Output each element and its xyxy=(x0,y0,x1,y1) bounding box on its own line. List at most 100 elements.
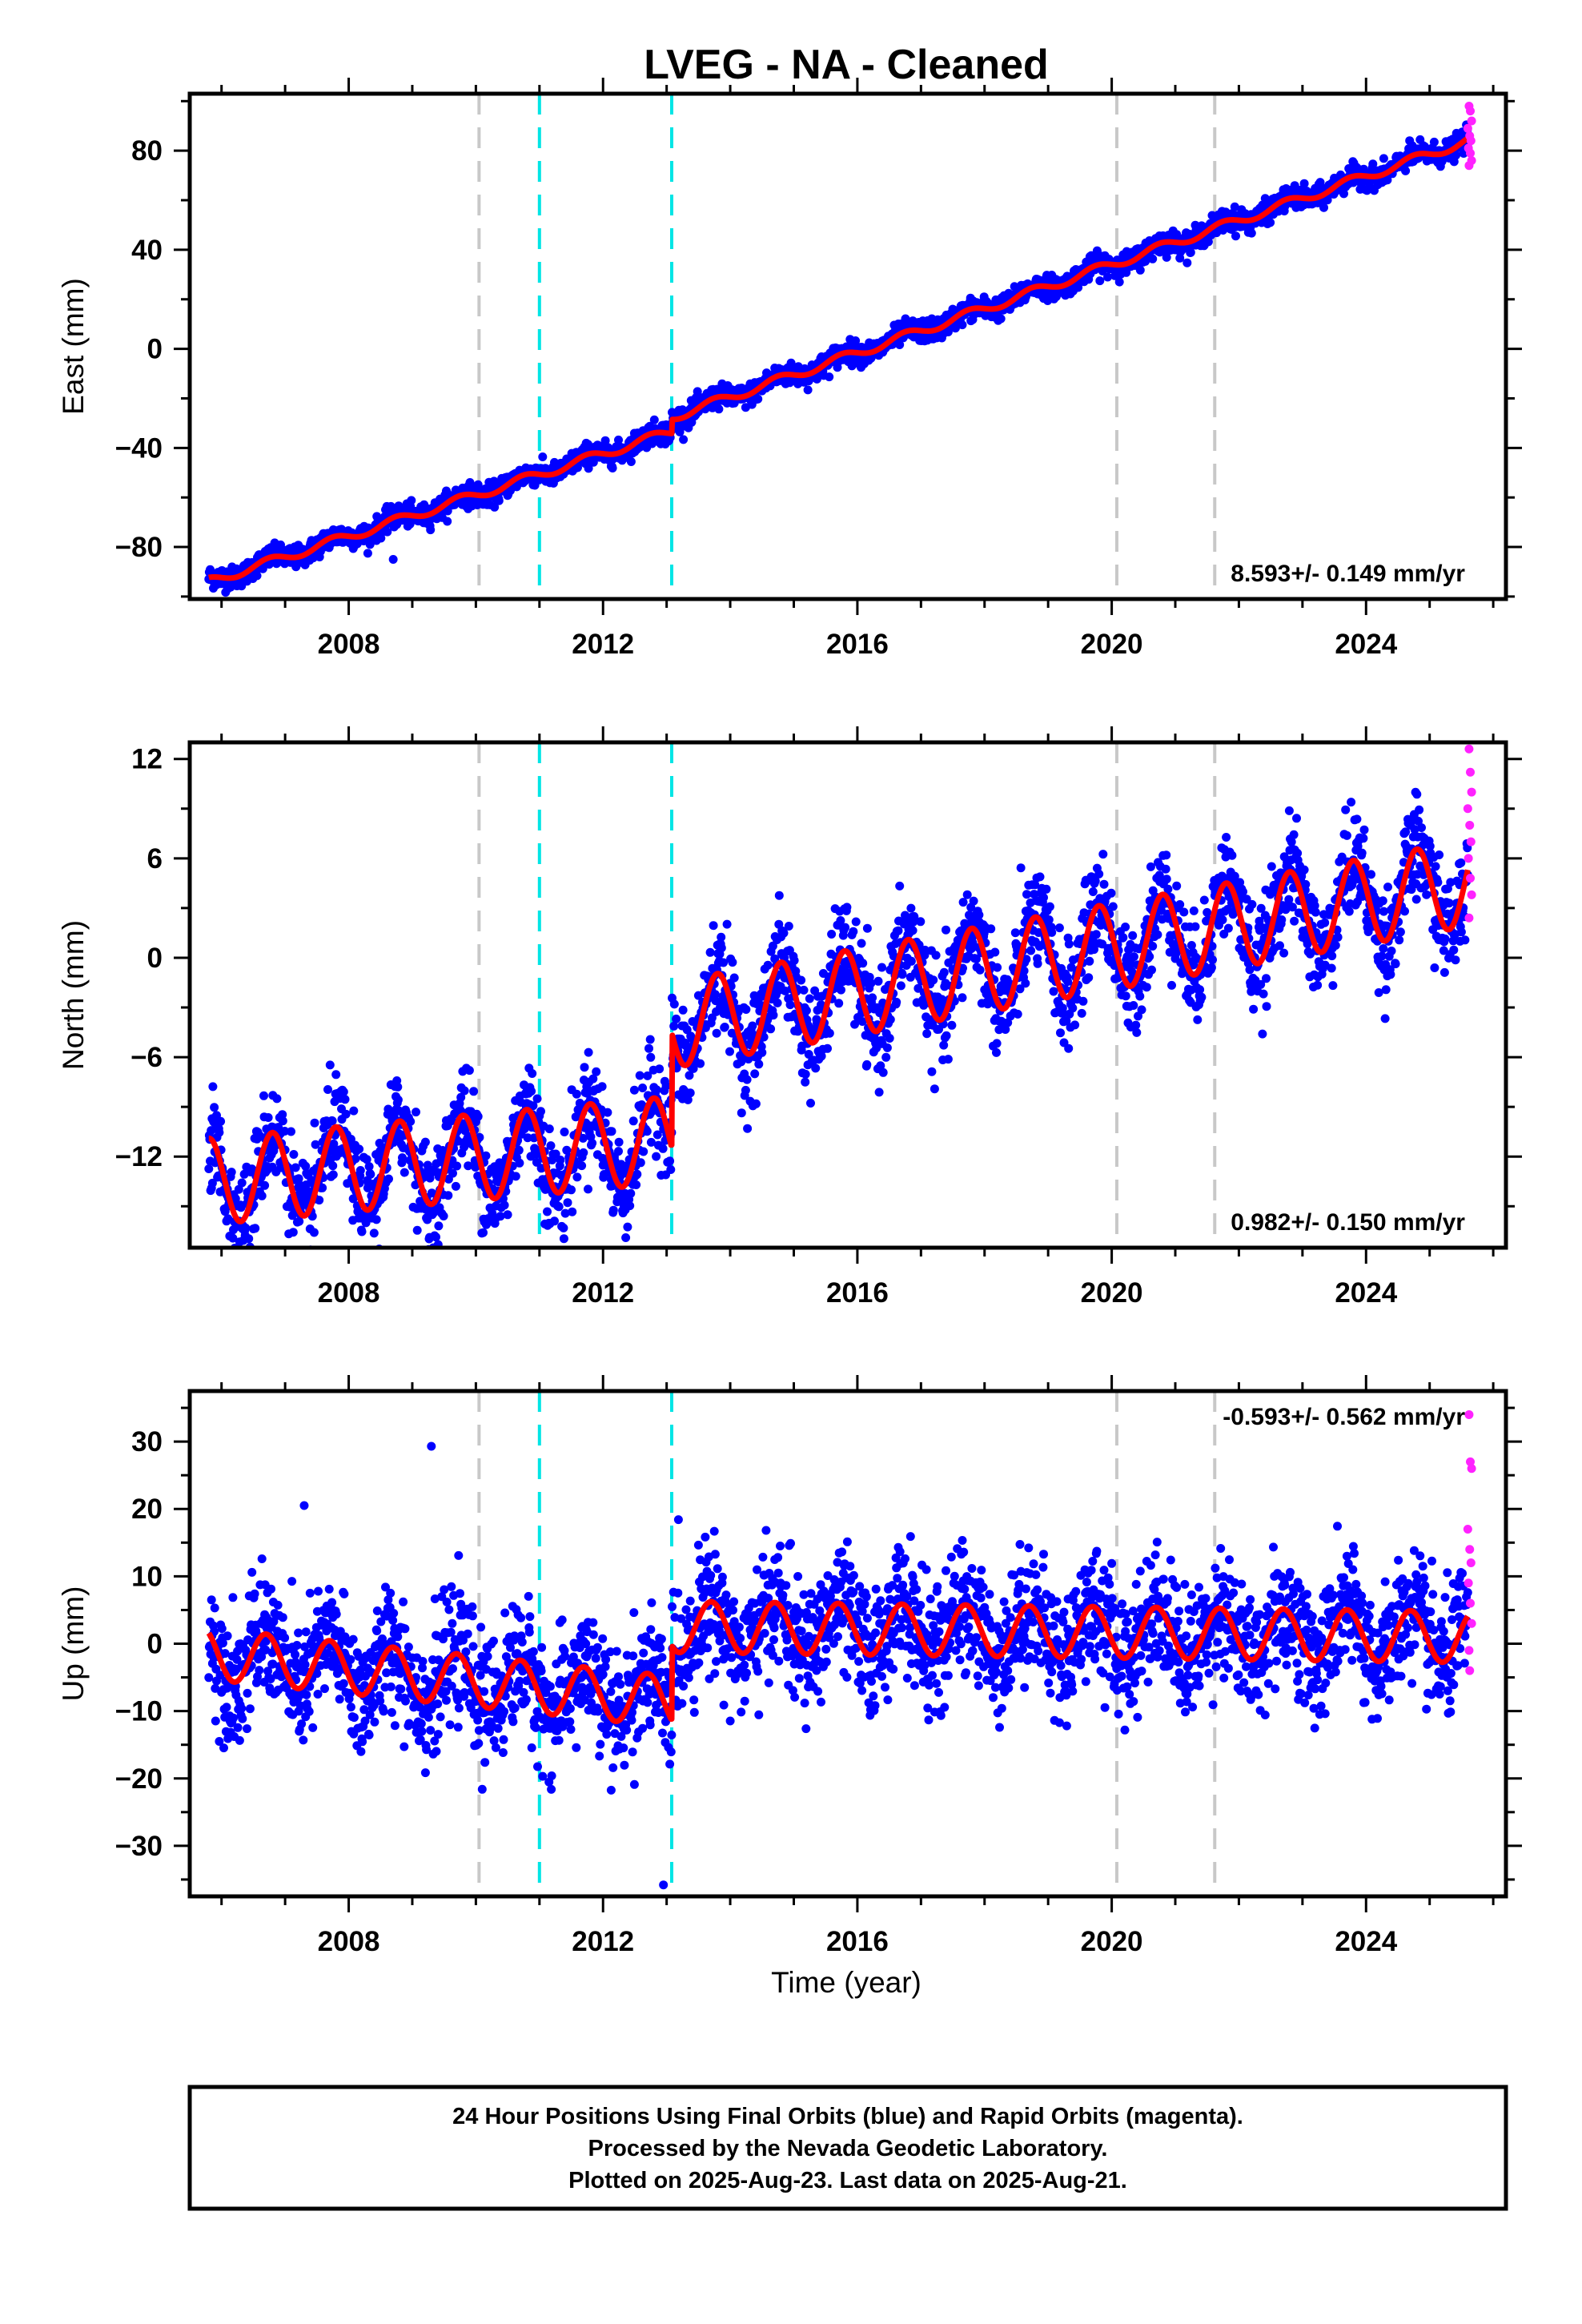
final-point xyxy=(1098,850,1108,859)
final-point xyxy=(685,1088,695,1098)
final-point xyxy=(947,1020,957,1030)
final-point xyxy=(544,1124,554,1134)
final-point xyxy=(986,924,996,934)
final-point xyxy=(287,1127,295,1136)
final-point xyxy=(1118,933,1128,943)
final-point xyxy=(234,1291,243,1300)
final-point xyxy=(500,1200,509,1210)
final-point xyxy=(515,1158,524,1168)
final-point xyxy=(1146,862,1155,871)
final-point xyxy=(939,1040,949,1050)
final-point xyxy=(626,457,636,466)
final-point xyxy=(603,1108,612,1117)
final-point xyxy=(1137,1005,1146,1015)
final-point xyxy=(652,1152,661,1161)
final-point xyxy=(434,1221,444,1231)
final-point xyxy=(908,926,917,935)
final-point xyxy=(626,1188,636,1198)
final-point xyxy=(608,1205,618,1215)
final-point xyxy=(834,999,844,1008)
final-point xyxy=(1379,154,1388,163)
final-point xyxy=(384,1174,393,1184)
final-point xyxy=(693,387,702,396)
east-rate-label: 8.593+/- 0.149 mm/yr xyxy=(1231,561,1465,587)
final-point xyxy=(1401,166,1411,175)
final-point xyxy=(241,1223,251,1232)
final-point xyxy=(877,963,886,972)
final-point xyxy=(359,1261,367,1269)
final-point xyxy=(638,1084,648,1092)
final-point xyxy=(1129,952,1138,962)
final-point xyxy=(237,1178,247,1188)
final-point xyxy=(862,1059,872,1069)
final-point xyxy=(383,527,392,537)
final-point xyxy=(705,947,715,957)
final-point xyxy=(597,1082,607,1092)
final-point xyxy=(728,958,737,967)
final-point xyxy=(614,1137,624,1147)
final-point xyxy=(328,1161,338,1171)
final-point xyxy=(263,1113,273,1122)
final-point xyxy=(1186,247,1195,257)
final-point xyxy=(257,1191,267,1200)
final-point xyxy=(331,1070,341,1080)
final-point xyxy=(927,1067,937,1076)
final-point xyxy=(1068,1003,1078,1013)
final-point xyxy=(481,1151,491,1160)
final-point xyxy=(897,970,907,979)
x-tick-label: 2008 xyxy=(318,629,380,660)
final-point xyxy=(652,1085,661,1095)
final-point xyxy=(929,975,938,985)
final-point xyxy=(646,1052,656,1062)
final-point xyxy=(678,1005,688,1015)
final-point xyxy=(1045,902,1054,911)
final-point xyxy=(1147,965,1156,975)
final-point xyxy=(806,1099,815,1108)
final-point xyxy=(464,1066,474,1076)
final-point xyxy=(958,993,967,1003)
x-tick-label: 2016 xyxy=(826,629,889,660)
final-point xyxy=(393,1082,403,1092)
final-point xyxy=(801,1077,810,1087)
final-point xyxy=(942,1031,951,1040)
final-point xyxy=(975,965,985,975)
x-tick-label: 2020 xyxy=(1081,629,1143,660)
final-point xyxy=(503,1210,512,1220)
final-point xyxy=(550,1216,559,1226)
final-point xyxy=(725,1047,734,1056)
final-point xyxy=(444,1191,453,1200)
final-point xyxy=(323,1085,332,1094)
final-point xyxy=(532,1094,542,1104)
final-point xyxy=(741,1085,750,1095)
final-point xyxy=(579,1148,588,1157)
final-point xyxy=(251,1224,260,1233)
final-point xyxy=(763,960,773,970)
final-point xyxy=(896,981,905,991)
final-point xyxy=(473,1112,483,1121)
final-point xyxy=(797,975,806,985)
final-point xyxy=(439,1212,448,1220)
final-point xyxy=(1094,869,1104,879)
final-point xyxy=(757,1047,767,1057)
final-point xyxy=(398,1153,407,1163)
rapid-point xyxy=(1467,116,1476,126)
final-point xyxy=(1016,863,1026,873)
final-point xyxy=(841,923,850,932)
final-point xyxy=(930,1084,939,1094)
final-point xyxy=(669,999,679,1009)
final-point xyxy=(1021,979,1030,988)
final-point xyxy=(357,1227,367,1236)
final-point xyxy=(1129,1001,1138,1010)
final-point xyxy=(1231,231,1240,241)
final-point xyxy=(572,1089,581,1099)
final-point xyxy=(750,1069,760,1079)
final-point xyxy=(366,1169,375,1179)
final-point xyxy=(1085,956,1094,966)
final-point xyxy=(709,921,718,931)
final-point xyxy=(1135,991,1145,1001)
x-tick-label: 2024 xyxy=(1335,629,1397,660)
final-point xyxy=(737,1108,746,1118)
final-point xyxy=(969,896,978,906)
final-point xyxy=(837,985,845,995)
final-point xyxy=(812,374,821,384)
